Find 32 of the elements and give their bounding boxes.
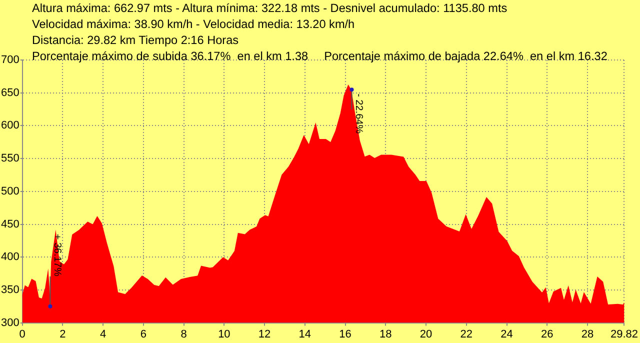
y-tick-label: 700 <box>0 54 20 66</box>
y-tick-label: 500 <box>0 185 20 198</box>
y-tick-label: 650 <box>0 86 20 99</box>
x-tick-label: 4 <box>100 328 106 340</box>
y-tick-label: 450 <box>0 218 20 230</box>
annotation: Porcentaje máximo de subida 36.17% en el km 1.38 <box>32 49 308 63</box>
annotation: + 36.17% <box>51 234 62 276</box>
annotation: - 22.64% <box>353 94 364 134</box>
x-tick-label: 18 <box>380 328 392 340</box>
chart-title: Altura máxima: 662.97 mts - Altura mínima: 322.18 mts - Desnivel acumulado: 1135.80 mts <box>32 1 508 15</box>
y-tick-label: 600 <box>0 120 20 132</box>
x-tick-label: 24 <box>500 328 513 340</box>
x-tick-label: 6 <box>140 328 147 340</box>
x-tick-label: 20 <box>420 328 432 340</box>
annotation: Porcentaje máximo de bajada 22.64% en el km 16.32 <box>324 49 608 63</box>
x-tick-label: 2 <box>60 328 66 340</box>
x-tick-label: 22 <box>460 328 473 340</box>
x-tick-label: 28 <box>581 328 594 340</box>
x-tick-label: 14 <box>298 328 312 340</box>
x-tick-label: 12 <box>258 328 271 340</box>
x-tick-label: 8 <box>180 328 187 340</box>
chart-subtitle: Velocidad máxima: 38.90 km/h - Velocidad media: 13.20 km/h <box>32 17 355 31</box>
y-tick-label: 400 <box>0 251 20 264</box>
x-tick-label: 0 <box>19 328 26 340</box>
x-tick-label: 29.82 <box>610 328 638 340</box>
x-tick-label: 26 <box>541 328 554 340</box>
x-tick-label: 10 <box>218 328 230 340</box>
y-tick-label: 550 <box>0 152 20 165</box>
y-tick-label: 350 <box>0 284 20 296</box>
y-tick-label: 300 <box>0 316 20 329</box>
x-tick-label: 16 <box>339 328 352 340</box>
text: Distancia: 29.82 km Tiempo 2:16 Horas <box>32 33 239 47</box>
